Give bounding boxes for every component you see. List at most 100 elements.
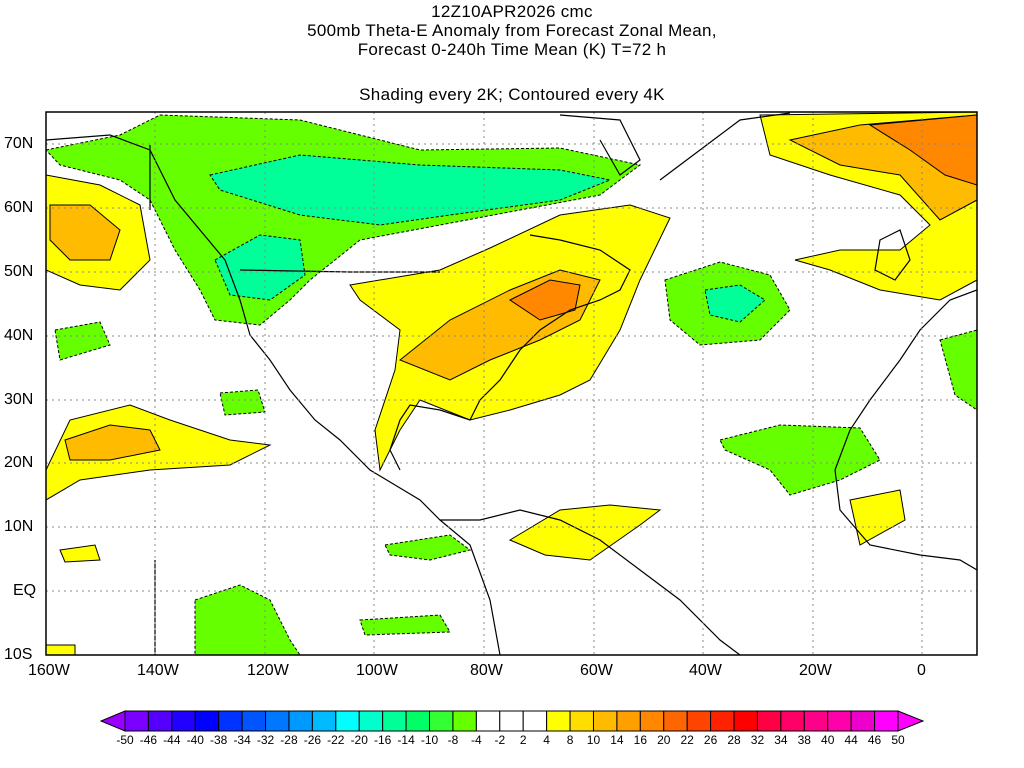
- colorbar-label: 28: [727, 733, 741, 747]
- colorbar-box: [499, 710, 524, 732]
- anomaly-neg-tropical-atlantic: [719, 424, 881, 496]
- lon-label: 20W: [799, 662, 832, 679]
- colorbar: [99, 710, 925, 732]
- colorbar-box: [452, 710, 477, 732]
- colorbar-label: 14: [610, 733, 624, 747]
- colorbar-box: [405, 710, 431, 732]
- colorbar-label: -4: [471, 733, 482, 747]
- anomaly-neg-caribbean: [384, 534, 472, 561]
- colorbar-label: 34: [774, 733, 788, 747]
- colorbar-box: [311, 710, 337, 732]
- colorbar-label: -2: [494, 733, 506, 747]
- colorbar-box: [335, 710, 360, 732]
- colorbar-box: [218, 710, 243, 732]
- anomaly-neg-africa: [939, 329, 977, 411]
- lat-label: 70N: [4, 135, 34, 152]
- anomaly-pos-africa: [849, 489, 906, 546]
- colorbar-box: [639, 710, 665, 732]
- colorbar-box: [546, 710, 571, 732]
- colorbar-box: [147, 710, 173, 732]
- colorbar-box: [194, 710, 220, 732]
- colorbar-arrow-min: [99, 710, 126, 732]
- colorbar-label: 16: [633, 733, 648, 747]
- colorbar-box: [850, 710, 876, 732]
- colorbar-label: -44: [163, 733, 181, 747]
- lon-label: 80W: [470, 662, 503, 679]
- colorbar-box: [733, 710, 758, 732]
- colorbar-box: [358, 710, 384, 732]
- colorbar-label: -20: [350, 733, 368, 747]
- lat-label: 60N: [4, 199, 34, 216]
- lat-label: 10N: [4, 518, 34, 535]
- colorbar-box: [265, 710, 290, 732]
- colorbar-label: 38: [797, 733, 811, 747]
- colorbar-box: [803, 710, 829, 732]
- colorbar-label: 40: [821, 733, 835, 747]
- anomaly-neg-sa: [359, 614, 451, 636]
- anomaly-pos-core-alaska: [49, 204, 121, 261]
- anomaly-pos-core-hawaii: [64, 424, 161, 461]
- lon-label: 140W: [137, 662, 179, 679]
- plot-frame: [45, 111, 978, 656]
- gridlines: [46, 112, 977, 655]
- colorbar-arrow-max: [897, 710, 925, 732]
- lon-label: 40W: [689, 662, 722, 679]
- coastlines: [46, 112, 977, 655]
- lat-label: EQ: [13, 582, 37, 599]
- colorbar-label: -34: [233, 733, 251, 747]
- colorbar-box: [429, 710, 454, 732]
- colorbar-label: 22: [680, 733, 694, 747]
- colorbar-label: 20: [657, 733, 671, 747]
- colorbar-box: [756, 710, 782, 732]
- colorbar-box: [475, 710, 501, 732]
- colorbar-label: -32: [256, 733, 275, 747]
- colorbar-box: [171, 710, 196, 732]
- lon-label: 0: [917, 662, 926, 679]
- colorbar-label: -26: [303, 733, 322, 747]
- colorbar-label: 26: [703, 733, 718, 747]
- colorbar-box: [710, 710, 735, 732]
- colorbar-label: 8: [566, 733, 574, 747]
- lat-label: 40N: [4, 327, 34, 344]
- anomaly-pos-eq-atl: [46, 644, 76, 655]
- anomaly-pos-max-us: [509, 279, 581, 321]
- lon-label: 120W: [247, 662, 289, 679]
- lon-label: 60W: [580, 662, 613, 679]
- lon-label: 100W: [356, 662, 398, 679]
- anomaly-neg-core-atl: [704, 284, 766, 323]
- colorbar-label: 44: [844, 733, 858, 747]
- colorbar-label: -46: [139, 733, 158, 747]
- colorbar-label: -38: [210, 733, 228, 747]
- colorbar-label: -40: [186, 733, 204, 747]
- title-line-2: 500mb Theta-E Anomaly from Forecast Zona…: [307, 21, 717, 40]
- colorbar-label: 50: [891, 733, 905, 747]
- colorbar-box: [522, 710, 548, 732]
- colorbar-box: [780, 710, 805, 732]
- colorbar-label: 32: [750, 733, 765, 747]
- colorbar-box: [827, 710, 852, 732]
- colorbar-box: [592, 710, 618, 732]
- title-line-3: Forecast 0-240h Time Mean (K) T=72 h: [357, 40, 667, 59]
- colorbar-label: 10: [586, 733, 601, 747]
- colorbar-label: -10: [420, 733, 439, 747]
- colorbar-label: 2: [519, 733, 527, 747]
- anomaly-neg-pacific-eq: [194, 584, 301, 655]
- colorbar-box: [616, 710, 641, 732]
- colorbar-label: -50: [116, 733, 134, 747]
- colorbar-box: [874, 710, 899, 732]
- colorbar-label: 4: [543, 733, 550, 747]
- colorbar-label: 46: [867, 733, 882, 747]
- anomaly-neg-core-bc: [214, 234, 306, 301]
- anomaly-pos-small: [59, 544, 101, 563]
- anomaly-neg-pacific-3: [219, 389, 266, 416]
- lat-label: 30N: [4, 391, 34, 408]
- colorbar-label: -22: [327, 733, 345, 747]
- anomaly-pos-max-ne-atl: [868, 114, 977, 186]
- lat-label: 20N: [4, 454, 34, 471]
- lat-label: 50N: [4, 263, 34, 280]
- colorbar-label: -16: [373, 733, 392, 747]
- colorbar-label: -14: [397, 733, 415, 747]
- title-line-1: 12Z10APR2026 cmc: [431, 2, 593, 21]
- lat-label: 10S: [4, 646, 33, 663]
